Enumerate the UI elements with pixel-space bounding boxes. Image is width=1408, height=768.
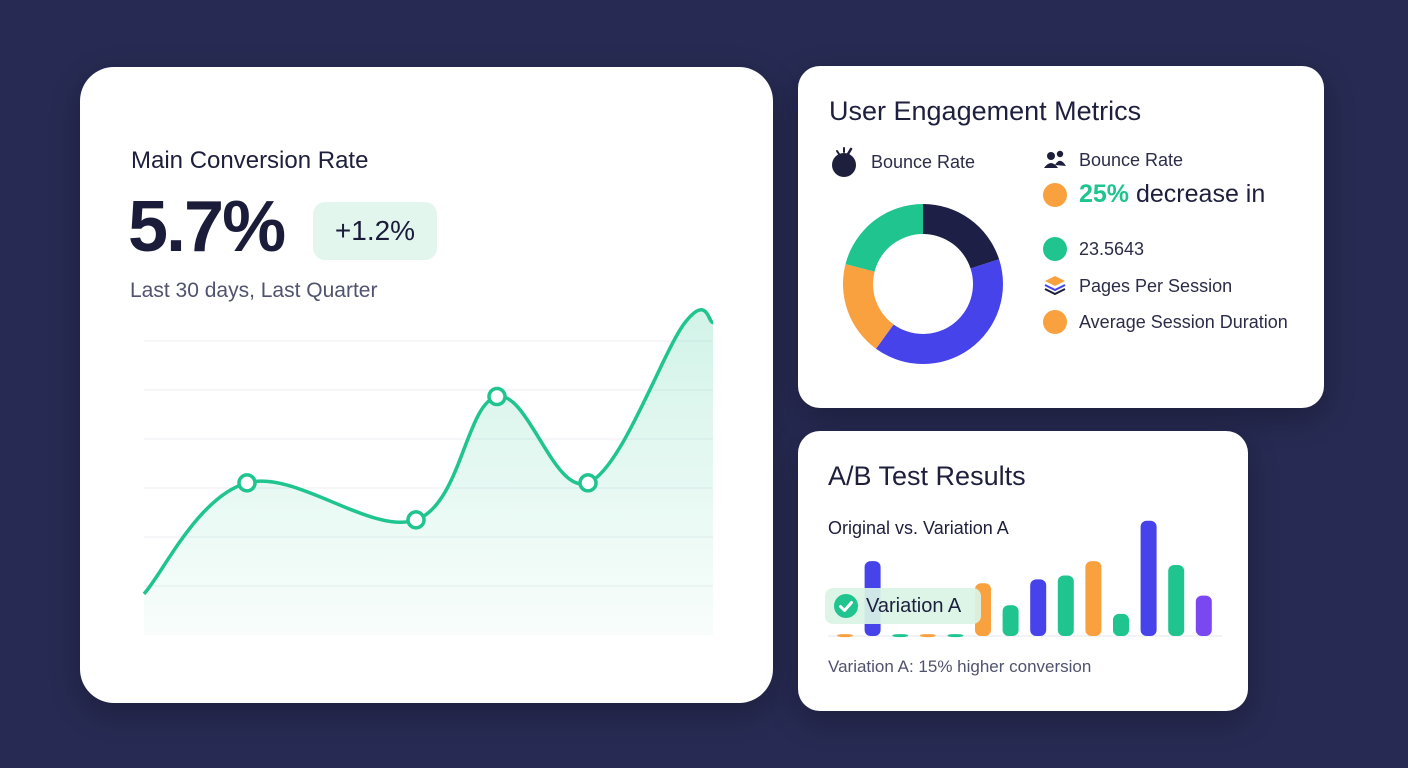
- legend-label: Pages Per Session: [1079, 275, 1233, 296]
- ab-bar-chart: [828, 520, 1222, 638]
- engagement-card: User Engagement Metrics Bounce Rate Boun…: [798, 66, 1324, 408]
- ab-bar: [1085, 561, 1102, 636]
- layers-icon: [1044, 276, 1066, 296]
- legend-label: Bounce Rate: [1079, 149, 1184, 170]
- change-badge: +1.2%: [313, 202, 437, 260]
- legend-dot: [1043, 182, 1067, 207]
- winner-pill: Variation A: [825, 588, 981, 624]
- bomb-icon: [832, 147, 856, 177]
- ab-bar: [1002, 605, 1019, 636]
- data-point-marker: [237, 473, 257, 493]
- legend-item: Average Session Duration: [1043, 310, 1288, 334]
- legend-item: Pages Per Session: [1043, 274, 1232, 298]
- ab-bar: [947, 634, 964, 638]
- kpi-value: 5.7%: [128, 187, 286, 267]
- ab-bar: [1140, 520, 1157, 636]
- conversion-chart: [142, 308, 714, 635]
- ab-bar: [1113, 613, 1129, 636]
- ab-bar: [892, 634, 909, 638]
- legend-dot: [1043, 237, 1067, 261]
- donut-slice: [923, 204, 1000, 269]
- data-point-marker: [487, 386, 507, 407]
- donut-slice: [875, 259, 1003, 364]
- result-note: Variation A: 15% higher conversion: [828, 657, 1092, 676]
- legend-item: 25% decrease in: [1043, 180, 1265, 209]
- legend-item: Bounce Rate: [1043, 148, 1183, 172]
- conversion-area: [144, 309, 713, 635]
- card-title: User Engagement Metrics: [829, 96, 1142, 126]
- legend-label: Average Session Duration: [1079, 311, 1288, 332]
- ab-bar: [1168, 564, 1185, 636]
- donut-slice: [845, 204, 923, 272]
- ab-bar: [1057, 575, 1074, 636]
- donut-label: Bounce Rate: [871, 152, 976, 172]
- data-point-marker: [578, 473, 598, 493]
- legend-dot: [1043, 310, 1067, 334]
- engagement-donut: [843, 204, 1003, 364]
- legend-label: decrease in: [1136, 180, 1266, 208]
- people-icon: [1044, 150, 1066, 168]
- ab-test-card: A/B Test Results Original vs. Variation …: [798, 431, 1248, 711]
- conversion-card: Main Conversion Rate 5.7% +1.2% Last 30 …: [80, 67, 773, 703]
- period-label: Last 30 days, Last Quarter: [130, 279, 378, 302]
- ab-bar: [837, 634, 853, 638]
- check-circle-icon: [834, 594, 858, 618]
- data-point-marker: [406, 510, 426, 530]
- ab-bar: [1030, 579, 1047, 636]
- donut-slice: [843, 264, 894, 349]
- legend-percent: 25%: [1079, 180, 1130, 208]
- pill-label: Variation A: [866, 594, 962, 617]
- ab-bar: [1195, 595, 1212, 636]
- card-title: A/B Test Results: [828, 461, 1026, 491]
- card-subtitle: Original vs. Variation A: [828, 518, 1009, 538]
- legend-item: 23.5643: [1043, 237, 1144, 261]
- ab-bar: [919, 634, 936, 638]
- legend-headline: 25% decrease in: [1079, 180, 1265, 209]
- legend-label: 23.5643: [1079, 238, 1145, 259]
- card-title: Main Conversion Rate: [131, 147, 369, 174]
